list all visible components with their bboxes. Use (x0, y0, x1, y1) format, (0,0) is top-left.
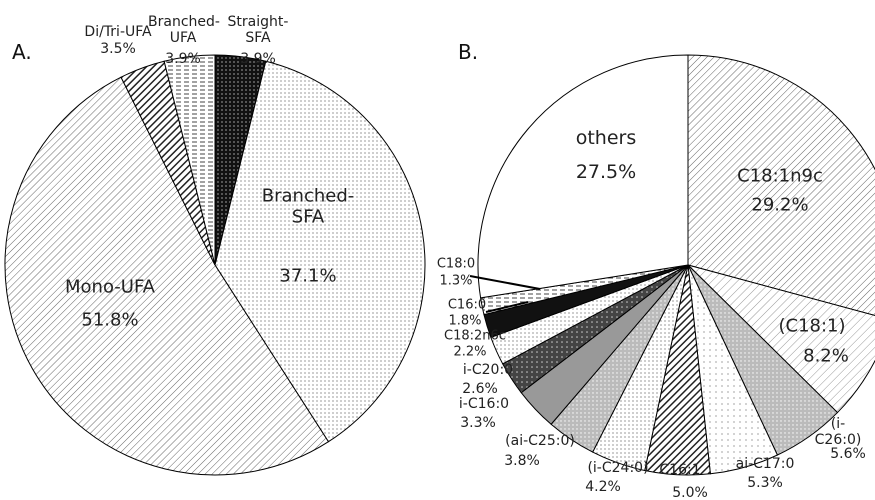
pie-slice (4, 76, 330, 476)
panel-label: B. (458, 40, 479, 64)
slice-value-label: 3.5% (100, 40, 136, 57)
slice-label: i-C20:0 (462, 361, 514, 378)
slice-label: Mono-UFA (65, 276, 155, 298)
slice-label: (ai-C25:0) (505, 432, 575, 449)
slice-label: (C18:1) (778, 315, 846, 337)
slice-value-label: 1.8% (448, 313, 482, 329)
leader-line (469, 275, 541, 290)
slice-value-label: 3.8% (504, 452, 540, 469)
slice-label: Di/Tri-UFA (84, 23, 152, 40)
slice-value-label: 29.2% (751, 194, 809, 216)
slice-value-label: 8.2% (803, 345, 849, 367)
slice-value-label: 2.6% (462, 380, 498, 397)
slice-value-label: 1.3% (439, 273, 473, 289)
slice-label: Branched-UFA (148, 13, 220, 46)
slice-label: C18:1n9c (737, 165, 823, 187)
slice-value-label: 4.2% (585, 478, 621, 495)
slice-value-label: 3.9% (240, 50, 276, 67)
slice-label: C18:0 (436, 256, 476, 272)
slice-label: Straight-SFA (227, 13, 289, 46)
slice-label: (i-C26:0) (814, 415, 862, 448)
slice-label: C18:2n6c (444, 328, 506, 344)
leader-line (485, 301, 529, 313)
slice-value-label: 51.8% (81, 309, 139, 331)
slice-value-label: 3.3% (460, 414, 496, 431)
slice-label: C16:0 (447, 297, 487, 313)
slice-label: (i-C24:0) (587, 459, 649, 476)
slice-value-label: 3.9% (165, 50, 201, 67)
slice-label: C16:1 (659, 461, 701, 478)
slice-value-label: 5.3% (747, 474, 783, 491)
slice-value-label: 5.0% (672, 484, 708, 500)
slice-label: i-C16:0 (458, 395, 510, 412)
panel-label: A. (12, 40, 32, 64)
slice-value-label: 37.1% (279, 265, 337, 287)
slice-value-label: 5.6% (830, 445, 866, 462)
pie-slice (477, 54, 689, 299)
pie-slice (687, 54, 875, 317)
slice-label: ai-C17:0 (735, 455, 795, 472)
slice-label: others (575, 127, 637, 150)
slice-value-label: 27.5% (575, 161, 637, 184)
pie-slice (163, 54, 216, 266)
pie-slice (686, 264, 875, 414)
slice-value-label: 2.2% (453, 344, 487, 360)
slice-label: Branched-SFA (261, 185, 355, 227)
